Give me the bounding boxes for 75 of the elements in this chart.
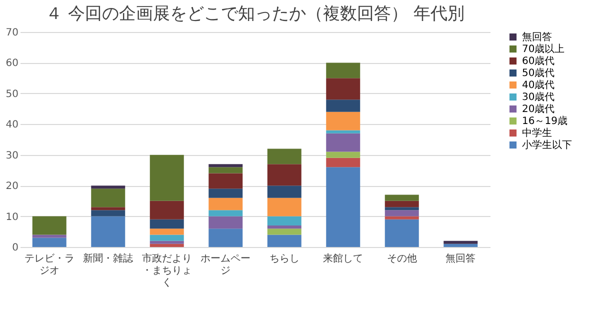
bar xyxy=(267,198,302,216)
bar xyxy=(150,219,184,229)
chart-title: ４ 今回の企画展をどこで知ったか（複数回答） 年代別 xyxy=(46,4,464,24)
bar xyxy=(208,173,243,189)
bar xyxy=(267,228,302,235)
bar xyxy=(326,78,360,100)
bar xyxy=(150,154,184,201)
bar xyxy=(150,240,184,244)
bar xyxy=(32,234,66,238)
bar xyxy=(267,186,302,198)
y-tick-label: 60 xyxy=(6,58,18,70)
x-tick-label: ホームページ xyxy=(200,254,251,276)
bar xyxy=(444,244,478,247)
bar xyxy=(91,186,126,189)
bar xyxy=(150,234,184,241)
bar xyxy=(32,238,66,247)
bar xyxy=(208,167,243,174)
y-tick-label: 70 xyxy=(6,28,18,38)
bar xyxy=(208,198,243,210)
bar xyxy=(208,188,243,198)
bar xyxy=(384,219,419,247)
bar xyxy=(384,210,419,216)
legend-label: 小学生以下 xyxy=(522,139,572,151)
bar xyxy=(384,200,419,208)
bar xyxy=(91,188,126,208)
legend-label: 無回答 xyxy=(522,31,552,43)
y-tick-label: 30 xyxy=(6,150,18,162)
bar xyxy=(267,216,302,226)
legend-label: 50歳代 xyxy=(522,67,555,79)
legend-label: 16～19歳 xyxy=(522,115,568,127)
x-tick-label: ちらし xyxy=(269,254,300,264)
x-tick-label: その他 xyxy=(386,252,417,264)
bar xyxy=(326,100,360,112)
bar xyxy=(208,228,243,247)
legend-label: 60歳代 xyxy=(522,55,555,67)
bar xyxy=(267,234,302,247)
bar xyxy=(91,207,126,210)
y-tick-label: 40 xyxy=(6,120,18,131)
bar xyxy=(326,167,360,247)
bar xyxy=(326,130,360,134)
bar xyxy=(91,216,126,247)
bar xyxy=(326,112,360,130)
bar xyxy=(267,226,302,229)
legend-label: 中学生 xyxy=(522,127,552,139)
bar xyxy=(326,152,360,158)
bar xyxy=(267,164,302,186)
x-tick-label: テレビ・ラジオ xyxy=(24,254,74,276)
x-tick-label: 無回答 xyxy=(446,252,476,264)
bar xyxy=(208,210,243,216)
y-tick-label: 50 xyxy=(6,88,18,100)
bar xyxy=(326,133,360,152)
bar xyxy=(150,200,184,220)
x-tick-label: 市政だより・まちりょく xyxy=(142,252,192,288)
legend-label: 40歳代 xyxy=(522,79,555,91)
bar xyxy=(150,244,184,247)
bar xyxy=(267,148,302,164)
bar xyxy=(91,210,126,216)
bar xyxy=(326,158,360,168)
legend-label: 70歳以上 xyxy=(522,43,565,55)
x-tick-label: 来館して xyxy=(323,252,364,264)
bar xyxy=(326,62,360,78)
bar xyxy=(384,207,419,210)
bar xyxy=(444,240,478,244)
y-tick-label: 0 xyxy=(12,242,18,254)
bar xyxy=(208,164,243,168)
bar xyxy=(32,216,66,235)
legend-label: 20歳代 xyxy=(522,103,555,115)
y-tick-label: 20 xyxy=(6,181,18,192)
bar xyxy=(384,194,419,201)
bar xyxy=(208,216,243,229)
legend-label: 30歳代 xyxy=(522,91,555,103)
x-tick-label: 新聞・雑誌 xyxy=(83,252,134,264)
bar xyxy=(150,228,184,235)
y-tick-label: 10 xyxy=(6,212,18,223)
bar xyxy=(384,216,419,220)
